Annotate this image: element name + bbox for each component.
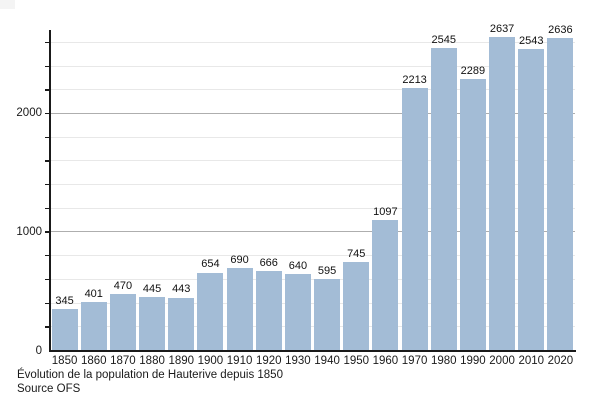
bar-value-label: 2213 — [402, 73, 427, 86]
x-axis-label: 1860 — [80, 355, 107, 367]
y-axis-label: 1000 — [16, 225, 42, 238]
bar-value-label: 2289 — [460, 64, 486, 77]
y-axis-tick — [45, 302, 50, 304]
minor-gridline — [50, 302, 575, 304]
x-axis-label: 1990 — [460, 355, 486, 367]
minor-gridline — [50, 65, 575, 67]
chart-caption: Évolution de la population de Hauterive … — [17, 368, 283, 396]
y-axis-tick — [45, 112, 50, 115]
bar-1890 — [168, 297, 195, 350]
minor-gridline — [50, 41, 575, 43]
minor-gridline — [50, 207, 575, 209]
bar-1950 — [343, 261, 370, 350]
x-axis-label: 1890 — [168, 355, 195, 367]
x-axis-label: 1920 — [255, 355, 282, 367]
bar-1920 — [255, 271, 282, 350]
minor-gridline — [50, 184, 575, 186]
major-gridline — [50, 112, 575, 114]
x-axis-label: 2010 — [518, 355, 545, 367]
bar-value-label: 2637 — [489, 23, 515, 36]
bar-1880 — [139, 297, 166, 350]
bar-value-label: 445 — [142, 283, 162, 296]
bar-1870 — [109, 294, 136, 350]
bar-value-label: 745 — [347, 247, 366, 260]
y-axis-label: 0 — [35, 344, 42, 357]
y-axis-tick — [45, 278, 50, 281]
y-axis-tick — [45, 65, 50, 67]
y-axis-tick — [45, 160, 50, 162]
x-axis-label: 1930 — [285, 355, 311, 367]
minor-gridline — [50, 136, 575, 138]
x-axis-line — [49, 350, 576, 352]
corner-artifact — [0, 0, 15, 9]
bar-1960 — [372, 220, 399, 350]
y-axis-tick — [45, 41, 50, 44]
bar-value-label: 2543 — [519, 34, 544, 47]
y-axis-tick — [45, 231, 50, 233]
x-axis-label: 1980 — [430, 355, 457, 367]
y-axis-tick — [45, 89, 50, 91]
y-axis-tick — [45, 326, 50, 328]
caption-title: Évolution de la population de Hauterive … — [17, 369, 283, 381]
bar-value-label: 2636 — [548, 23, 573, 36]
bar-1850 — [51, 309, 78, 350]
bar-1940 — [314, 279, 341, 350]
bar-value-label: 690 — [230, 254, 249, 267]
bar-value-label: 654 — [201, 258, 220, 271]
y-axis-tick — [45, 255, 50, 257]
caption-source: Source OFS — [17, 383, 81, 395]
bar-1930 — [284, 274, 311, 350]
bar-value-label: 443 — [172, 283, 191, 296]
bar-value-label: 640 — [288, 260, 308, 273]
bar-2020 — [547, 37, 574, 350]
bar-2000 — [489, 37, 516, 350]
plot-area — [50, 30, 575, 350]
x-axis-label: 2000 — [489, 355, 515, 367]
bar-2010 — [518, 48, 545, 350]
x-axis-label: 1950 — [343, 355, 370, 367]
x-axis-label: 1850 — [51, 355, 78, 367]
y-axis-tick — [45, 136, 50, 138]
bar-value-label: 595 — [317, 265, 337, 278]
major-gridline — [50, 231, 575, 233]
bar-1860 — [80, 302, 107, 350]
bar-value-label: 666 — [259, 257, 278, 270]
bar-value-label: 345 — [55, 295, 74, 308]
y-axis-label: 2000 — [16, 107, 42, 120]
bar-1980 — [430, 48, 457, 350]
minor-gridline — [50, 326, 575, 328]
x-axis-label: 1900 — [197, 355, 224, 367]
x-axis-label: 2020 — [547, 355, 574, 367]
bar-value-label: 401 — [84, 288, 103, 301]
x-axis-label: 1880 — [139, 355, 165, 367]
x-axis-label: 1910 — [226, 355, 253, 367]
x-axis-label: 1870 — [110, 355, 136, 367]
minor-gridline — [50, 255, 575, 257]
bar-1970 — [401, 87, 428, 350]
x-axis-label: 1970 — [401, 355, 428, 367]
x-axis-label: 1960 — [372, 355, 399, 367]
bar-1900 — [197, 272, 224, 350]
bar-value-label: 1097 — [373, 205, 398, 218]
bar-value-label: 470 — [113, 280, 133, 293]
minor-gridline — [50, 278, 575, 280]
bar-1910 — [226, 268, 253, 350]
minor-gridline — [50, 160, 575, 162]
bar-1990 — [459, 78, 486, 350]
x-axis-label: 1940 — [314, 355, 340, 367]
y-axis-tick — [45, 184, 50, 186]
y-axis-line — [49, 30, 51, 351]
bar-value-label: 2545 — [431, 34, 456, 47]
y-axis-tick — [45, 207, 50, 210]
minor-gridline — [50, 89, 575, 91]
